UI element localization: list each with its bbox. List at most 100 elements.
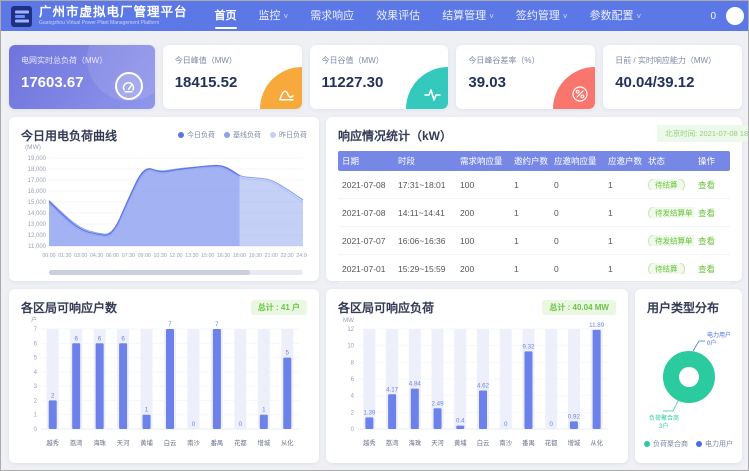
table-cell-status: 待结算 bbox=[644, 179, 694, 190]
total-load-badge: 总计 : 40.04 MW bbox=[542, 300, 616, 315]
legend-dot bbox=[644, 441, 650, 447]
table-body: 2021-07-0817:31~18:01100101待结算查看2021-07-… bbox=[338, 171, 730, 283]
svg-text:16,000: 16,000 bbox=[28, 189, 47, 195]
table-cell-action: 查看 bbox=[694, 179, 728, 191]
svg-text:7: 7 bbox=[34, 327, 38, 333]
nav-item-6[interactable]: 参数配置˅ bbox=[579, 1, 653, 31]
svg-text:5: 5 bbox=[286, 350, 290, 357]
table-cell: 14:11~14:41 bbox=[394, 208, 456, 218]
svg-text:09:00: 09:00 bbox=[138, 253, 151, 259]
svg-text:2: 2 bbox=[351, 410, 355, 416]
svg-text:10:30: 10:30 bbox=[153, 253, 166, 259]
svg-text:17,000: 17,000 bbox=[28, 178, 47, 184]
svg-text:0: 0 bbox=[504, 421, 508, 428]
table-cell: 2021-07-07 bbox=[338, 236, 394, 246]
legend-label: 基线负荷 bbox=[233, 130, 261, 140]
table-row: 2021-07-0817:31~18:01100101待结算查看 bbox=[338, 171, 730, 199]
table-header-cell: 应邀户数 bbox=[604, 155, 644, 167]
svg-text:11.89: 11.89 bbox=[589, 322, 605, 329]
svg-text:18:00: 18:00 bbox=[233, 253, 246, 259]
svg-text:6: 6 bbox=[351, 377, 355, 383]
nav-item-5[interactable]: 签约管理˅ bbox=[505, 1, 579, 31]
svg-text:22:30: 22:30 bbox=[280, 253, 293, 259]
kpi-card-4: 日前 / 实时响应能力（MW）40.04/39.12 bbox=[603, 45, 742, 109]
table-cell: 1 bbox=[604, 208, 644, 218]
view-link[interactable]: 查看 bbox=[698, 264, 715, 274]
nav-item-3[interactable]: 效果评估 bbox=[365, 1, 431, 31]
table-cell: 1 bbox=[604, 236, 644, 246]
table-cell: 0 bbox=[550, 236, 604, 246]
view-link[interactable]: 查看 bbox=[698, 208, 715, 218]
user-type-legend-item-1[interactable]: 电力用户 bbox=[696, 439, 733, 449]
svg-text:增城: 增城 bbox=[568, 438, 581, 447]
load-curve-panel: 今日用电负荷曲线 今日负荷基线负荷昨日负荷 (MW) 11,00012,0001… bbox=[9, 117, 319, 281]
table-header-cell: 邀约户数 bbox=[510, 155, 550, 167]
legend-item-1[interactable]: 基线负荷 bbox=[224, 130, 261, 140]
table-row: 2021-07-0716:06~16:36100101待发结算单查看 bbox=[338, 227, 730, 255]
svg-text:1: 1 bbox=[262, 407, 266, 414]
district-load-panel: 各区局可响应负荷 总计 : 40.04 MW 024681012MW1.39越秀… bbox=[326, 289, 628, 463]
table-row: 2021-07-0115:29~15:59200101待结算查看 bbox=[338, 255, 730, 283]
brand: 广州市虚拟电厂管理平台 Guangzhou Virtual Power Plan… bbox=[39, 6, 188, 26]
svg-text:01:30: 01:30 bbox=[58, 253, 71, 259]
nav-item-1[interactable]: 监控˅ bbox=[248, 1, 300, 31]
svg-text:11,000: 11,000 bbox=[28, 244, 47, 250]
nav-item-4[interactable]: 结算管理˅ bbox=[431, 1, 505, 31]
header-actions: 0 bbox=[710, 7, 738, 25]
svg-text:5: 5 bbox=[34, 356, 38, 362]
table-cell-status: 待发结算单 bbox=[644, 207, 694, 218]
table-cell-action: 查看 bbox=[694, 207, 728, 219]
kpi-label: 今日峰谷差率（%） bbox=[468, 55, 583, 66]
gauge-icon bbox=[115, 72, 143, 100]
legend-label: 负荷聚合商 bbox=[653, 439, 688, 449]
table-cell: 0 bbox=[550, 208, 604, 218]
svg-text:4.17: 4.17 bbox=[386, 386, 399, 393]
view-link[interactable]: 查看 bbox=[698, 180, 715, 190]
district-households-chart: 01234567户2越秀6荔湾6海珠6天河1黄埔7白云0南沙7番禺0花都1增城5… bbox=[21, 315, 307, 453]
kpi-card-0: 电网实时总负荷（MW）17603.67 bbox=[9, 45, 155, 109]
kpi-label: 今日峰值（MW） bbox=[175, 55, 290, 66]
avatar[interactable] bbox=[726, 7, 744, 25]
table-cell: 1 bbox=[510, 236, 550, 246]
svg-text:18,000: 18,000 bbox=[28, 167, 47, 173]
status-badge: 待发结算单 bbox=[648, 207, 694, 218]
svg-text:番禺: 番禺 bbox=[522, 439, 535, 447]
view-link[interactable]: 查看 bbox=[698, 236, 715, 246]
chart-zoom-slider[interactable] bbox=[49, 270, 303, 275]
svg-text:2: 2 bbox=[51, 392, 55, 399]
user-type-chart: 电力用户0户负荷聚合商3户 bbox=[647, 315, 730, 437]
beijing-time-badge: 北京时间: 2021-07-08 18:11 bbox=[657, 125, 749, 142]
response-stats-title: 响应情况统计（kW） bbox=[338, 127, 452, 144]
svg-text:7: 7 bbox=[215, 321, 219, 328]
svg-text:0: 0 bbox=[34, 427, 38, 433]
svg-text:0.4: 0.4 bbox=[456, 418, 465, 425]
chevron-down-icon: ˅ bbox=[637, 12, 642, 21]
status-badge: 待结算 bbox=[648, 179, 685, 190]
nav-item-2[interactable]: 需求响应 bbox=[299, 1, 365, 31]
svg-text:10: 10 bbox=[347, 344, 354, 350]
response-table: 日期时段需求响应量邀约户数应邀响应量应邀户数状态操作 2021-07-0817:… bbox=[338, 151, 730, 283]
legend-label: 电力用户 bbox=[705, 439, 733, 449]
table-cell: 0 bbox=[550, 180, 604, 190]
svg-text:7: 7 bbox=[168, 321, 172, 328]
table-cell-action: 查看 bbox=[694, 263, 728, 275]
legend-item-2[interactable]: 昨日负荷 bbox=[270, 130, 307, 140]
load-curve-legend: 今日负荷 基线负荷昨日负荷 bbox=[178, 130, 307, 140]
table-cell: 15:29~15:59 bbox=[394, 264, 456, 274]
svg-text:电力用户: 电力用户 bbox=[707, 331, 730, 339]
legend-item-0[interactable]: 今日负荷 bbox=[178, 130, 215, 140]
nav-item-0[interactable]: 首页 bbox=[204, 1, 248, 31]
svg-text:1: 1 bbox=[145, 407, 149, 414]
svg-text:2: 2 bbox=[34, 398, 38, 404]
user-type-legend-item-0[interactable]: 负荷聚合商 bbox=[644, 439, 688, 449]
table-header-cell: 需求响应量 bbox=[456, 155, 510, 167]
chart-zoom-slider-fill[interactable] bbox=[49, 270, 250, 275]
app-header: 广州市虚拟电厂管理平台 Guangzhou Virtual Power Plan… bbox=[1, 1, 748, 31]
notification-count[interactable]: 0 bbox=[710, 11, 716, 22]
svg-text:从化: 从化 bbox=[590, 438, 603, 447]
svg-text:13:30: 13:30 bbox=[185, 253, 198, 259]
load-curve-chart: 11,00012,00013,00014,00015,00016,00017,0… bbox=[21, 152, 307, 268]
svg-text:负荷聚合商: 负荷聚合商 bbox=[649, 414, 679, 422]
svg-text:荔湾: 荔湾 bbox=[70, 438, 83, 447]
app-window: 广州市虚拟电厂管理平台 Guangzhou Virtual Power Plan… bbox=[0, 0, 749, 471]
